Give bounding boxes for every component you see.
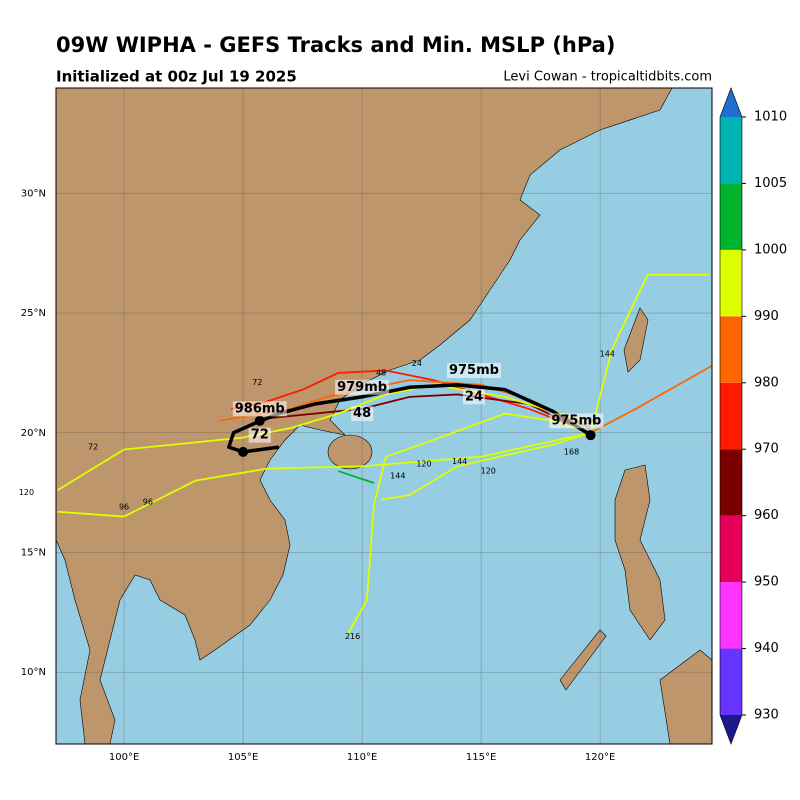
lon-label: 115°E [466,752,496,763]
intensity-label: 975mb [551,413,601,428]
mean-point [585,430,596,441]
lon-label: 120°E [585,752,615,763]
colorbar-label: 940 [754,641,779,656]
intensity-label: 24 [465,389,483,404]
member-track [338,470,375,484]
hour-label: 120 [481,467,496,476]
hour-label: 96 [143,498,153,507]
label-box [446,363,501,379]
colorbar-segment [720,648,742,715]
colorbar-segment [720,382,742,450]
colorbar-segment [720,316,742,383]
colorbar-label: 1000 [754,242,787,257]
subtitle: Initialized at 00z Jul 19 2025 [56,68,297,86]
member-track [590,364,712,434]
map-frame [55,87,713,745]
label-box [248,427,271,443]
lon-label: 110°E [347,752,377,763]
intensity-label: 986mb [235,401,285,416]
hour-label: 144 [452,457,467,466]
colorbar-segment [720,117,742,184]
colorbar-label: 1005 [754,176,787,191]
colorbar-label: 950 [754,575,779,590]
label-box [351,406,374,422]
taiwan [623,307,649,373]
lat-label: 25°N [21,308,46,319]
map-area [56,88,712,744]
label-box [232,401,287,417]
lat-label: 10°N [21,667,46,678]
title: 09W WIPHA - GEFS Tracks and Min. MSLP (h… [56,33,615,57]
member-track [380,431,591,501]
lon-label: 105°E [228,752,258,763]
colorbar-segment [720,249,742,317]
member-track [589,273,710,433]
colorbar-label: 960 [754,508,779,523]
hour-label: 72 [88,443,98,452]
hour-label: 144 [600,349,615,358]
colorbar-label: 1010 [754,110,787,125]
hour-label: 24 [412,359,422,368]
colorbar-segment [720,183,742,250]
label-box [549,413,604,429]
label-box [335,379,390,395]
hainan [327,434,373,470]
colorbar-under [720,715,742,744]
colorbar-label: 980 [754,375,779,390]
hour-label: 48 [376,368,386,377]
colorbar-label: 990 [754,309,779,324]
colorbar-segment [720,449,742,516]
lat-label: 30°N [21,188,46,199]
hour-label: 216 [345,632,360,641]
islands [659,649,712,744]
colorbar-over [720,88,742,117]
colorbar-segment [720,582,742,649]
hour-label: 120 [19,488,34,497]
mean-point [254,415,265,426]
intensity-label: 48 [353,406,371,421]
colorbar-segment [720,515,742,583]
colorbar-label: 930 [754,708,779,723]
hour-label: 168 [564,447,579,456]
intensity-label: 979mb [337,380,387,395]
credit: Levi Cowan - tropicaltidbits.com [503,70,712,85]
palawan [559,629,607,691]
colorbar-label: 970 [754,442,779,457]
hour-label: 72 [252,378,262,387]
lon-label: 100°E [109,752,139,763]
intensity-label: 975mb [449,363,499,378]
member-track [347,412,591,635]
intensity-label: 72 [251,428,269,443]
member-track [57,431,591,518]
mainland [56,88,673,744]
mean-point [238,446,249,457]
member-track [231,369,591,434]
hour-label: 120 [416,459,431,468]
mean-track [227,383,592,454]
lat-label: 15°N [21,547,46,558]
hour-label: 144 [390,471,405,480]
label-box [462,389,486,405]
lat-label: 20°N [21,428,46,439]
hour-label: 96 [119,502,129,511]
